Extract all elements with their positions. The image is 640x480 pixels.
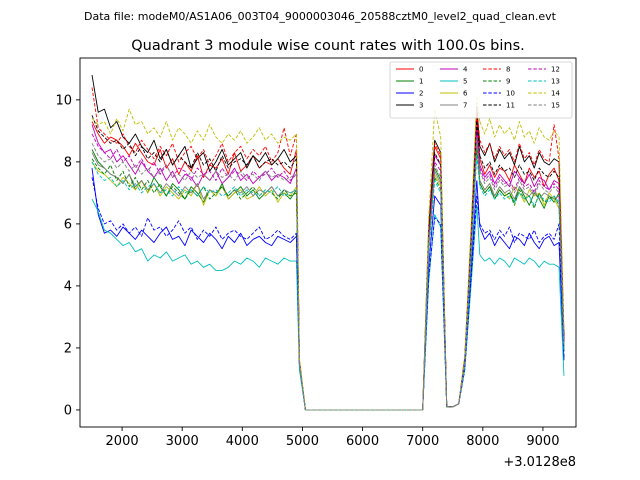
legend-label: 8	[506, 66, 510, 74]
legend-item-9: 9	[483, 78, 510, 86]
x-tick-label: 6000	[346, 434, 379, 449]
series-3-line-segment-1	[91, 74, 297, 172]
y-tick-label: 0	[64, 403, 72, 418]
legend-label: 15	[551, 102, 560, 110]
x-tick-label: 5000	[286, 434, 319, 449]
legend-item-2: 2	[396, 90, 423, 98]
legend-item-11: 11	[483, 102, 515, 110]
legend-label: 13	[551, 78, 560, 86]
chart-title: Quadrant 3 module wise count rates with …	[131, 38, 525, 54]
legend-item-6: 6	[440, 90, 468, 98]
legend-item-12: 12	[528, 66, 560, 74]
suptitle: Data file: modeM0/AS1A06_003T04_90000030…	[84, 10, 557, 23]
series-14-line-segment-3	[422, 96, 478, 410]
x-tick-label: 3000	[166, 434, 199, 449]
legend-label: 6	[463, 90, 468, 98]
legend-label: 1	[419, 78, 423, 86]
x-tick-label: 8000	[466, 434, 499, 449]
series-15-line-segment-3	[422, 137, 478, 410]
series-5-line-segment-1	[91, 198, 297, 271]
legend-label: 9	[506, 78, 510, 86]
legend-item-10: 10	[483, 90, 515, 98]
series-10-line-segment-1	[91, 177, 297, 240]
legend-item-7: 7	[440, 102, 467, 110]
y-tick-label: 2	[64, 341, 72, 356]
legend-label: 10	[506, 90, 515, 98]
series-4-line-segment-1	[91, 124, 297, 188]
series-10-connector-3	[476, 195, 481, 224]
series-14-line-segment-1	[91, 108, 297, 144]
y-tick-label: 8	[64, 155, 72, 170]
legend-item-3: 3	[396, 102, 423, 110]
series-15-line-segment-4	[479, 171, 565, 348]
series-13-line-segment-1	[91, 161, 297, 197]
legend-label: 4	[463, 66, 468, 74]
x-tick-label: 4000	[226, 434, 259, 449]
series-8-line-segment-1	[91, 87, 297, 166]
x-tick-label: 2000	[106, 434, 139, 449]
y-axis-ticks: 0 2 4 6 8 10	[55, 93, 80, 418]
series-15	[91, 137, 565, 411]
y-tick-label: 10	[55, 93, 72, 108]
legend-label: 0	[419, 66, 423, 74]
series-15-line-segment-1	[91, 143, 297, 181]
y-tick-label: 6	[64, 217, 72, 232]
series-11-line-segment-1	[91, 115, 297, 172]
series-15-connector-3	[476, 137, 481, 172]
legend-item-5: 5	[440, 78, 467, 86]
legend-item-0: 0	[396, 66, 423, 74]
plot-lines	[91, 74, 565, 411]
legend-item-15: 15	[528, 102, 560, 110]
series-7-line-segment-1	[91, 152, 297, 200]
legend-label: 11	[506, 102, 515, 110]
series-5-line-segment-4	[479, 254, 565, 376]
legend-item-4: 4	[440, 66, 468, 74]
series-14-line-segment-4	[479, 118, 565, 330]
series-8-line-segment-4	[479, 124, 565, 339]
axes-frame	[79, 57, 577, 428]
legend-item-13: 13	[528, 78, 560, 86]
legend-label: 7	[463, 102, 467, 110]
series-3-line-segment-4	[479, 142, 565, 336]
x-tick-label: 7000	[406, 434, 439, 449]
x-tick-label: 9000	[526, 434, 559, 449]
series-11-connector-3	[476, 121, 481, 156]
series-13-line-segment-4	[479, 186, 565, 352]
legend-label: 12	[551, 66, 560, 74]
legend-item-1: 1	[396, 78, 423, 86]
series-15-line-segment-2	[298, 363, 420, 411]
series-5-connector-3	[476, 205, 481, 255]
x-offset-label: +3.0128e8	[503, 455, 576, 470]
x-axis-ticks: 2000 3000 4000 5000 6000 7000 8000 9000	[106, 427, 559, 449]
series-10-line-segment-4	[479, 223, 565, 358]
legend-label: 2	[419, 90, 423, 98]
legend-item-14: 14	[528, 90, 560, 98]
series-11-line-segment-4	[479, 155, 565, 342]
y-tick-label: 4	[64, 279, 72, 294]
legend-label: 14	[551, 90, 560, 98]
legend-label: 3	[419, 102, 423, 110]
legend-item-8: 8	[483, 66, 510, 74]
series-7-line-segment-4	[479, 180, 565, 348]
series-0-line-segment-4	[479, 158, 565, 342]
series-2-line-segment-4	[479, 226, 565, 361]
legend-box	[389, 61, 573, 119]
series-12-line-segment-4	[479, 167, 565, 345]
series-10-connector-1	[295, 233, 300, 367]
legend-label: 5	[463, 78, 467, 86]
